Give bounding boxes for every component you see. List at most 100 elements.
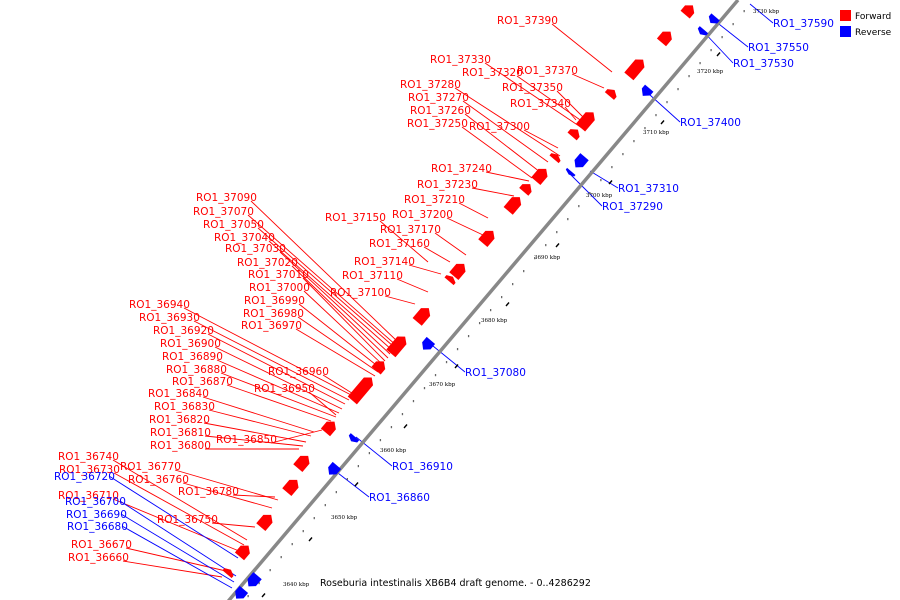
gene-label-reverse[interactable]: RO1_36700 [65, 496, 126, 508]
gene-label-forward[interactable]: RO1_37150 [325, 212, 386, 224]
axis-dot [478, 322, 481, 325]
gene-label-forward[interactable]: RO1_37010 [248, 269, 309, 281]
axis-dot [622, 153, 624, 156]
gene-label-forward[interactable]: RO1_36660 [68, 552, 129, 564]
gene-label-forward[interactable]: RO1_37140 [354, 256, 415, 268]
leader-line-forward [216, 359, 340, 414]
leader-line-forward [564, 106, 577, 121]
gene-label-reverse[interactable]: RO1_36690 [66, 509, 127, 521]
gene-label-forward[interactable]: RO1_37020 [237, 257, 298, 269]
gene-label-forward[interactable]: RO1_36970 [241, 320, 302, 332]
leader-line-forward [182, 482, 273, 509]
gene-label-forward[interactable]: RO1_36670 [71, 539, 132, 551]
leader-line-forward [308, 391, 337, 416]
leader-line-forward [250, 200, 399, 343]
leader-line-reverse [589, 170, 619, 189]
gene-label-forward[interactable]: RO1_37240 [431, 163, 492, 175]
axis-dot [732, 23, 734, 26]
forward-gene-arrow [656, 31, 672, 47]
gene-label-forward[interactable]: RO1_36870 [172, 376, 233, 388]
gene-label-forward[interactable]: RO1_37040 [214, 232, 275, 244]
gene-label-forward[interactable]: RO1_36760 [128, 474, 189, 486]
gene-label-reverse[interactable]: RO1_37290 [602, 201, 663, 213]
gene-label-forward[interactable]: RO1_36980 [243, 308, 304, 320]
gene-label-forward[interactable]: RO1_36820 [149, 414, 210, 426]
gene-label-forward[interactable]: RO1_36840 [148, 388, 209, 400]
gene-label-forward[interactable]: RO1_36710 [58, 490, 119, 502]
leader-line-forward [247, 214, 398, 347]
gene-label-forward[interactable]: RO1_36740 [58, 451, 119, 463]
gene-label-forward[interactable]: RO1_36800 [150, 440, 211, 452]
leader-line-forward [464, 113, 541, 173]
axis-dot [346, 478, 348, 481]
leader-line-forward [384, 295, 416, 305]
leader-line-forward [396, 278, 429, 293]
gene-label-forward[interactable]: RO1_37160 [369, 238, 430, 250]
gene-label-forward[interactable]: RO1_36880 [166, 364, 227, 376]
gene-label-reverse[interactable]: RO1_37310 [618, 183, 679, 195]
gene-label-reverse[interactable]: RO1_37530 [733, 58, 794, 70]
gene-label-forward[interactable]: RO1_37340 [510, 98, 571, 110]
gene-label-forward[interactable]: RO1_37110 [342, 270, 403, 282]
forward-gene-arrow [412, 308, 431, 326]
axis-dot [644, 127, 646, 130]
gene-label-forward[interactable]: RO1_36920 [153, 325, 214, 337]
gene-label-forward[interactable]: RO1_36990 [244, 295, 305, 307]
gene-label-reverse[interactable]: RO1_36720 [54, 471, 115, 483]
gene-label-forward[interactable]: RO1_36830 [154, 401, 215, 413]
axis-dot [280, 556, 282, 559]
forward-gene-arrow [293, 455, 310, 472]
gene-label-reverse[interactable]: RO1_36860 [369, 492, 430, 504]
gene-label-reverse[interactable]: RO1_37590 [773, 18, 834, 30]
gene-label-forward[interactable]: RO1_37270 [408, 92, 469, 104]
gene-label-forward[interactable]: RO1_36810 [150, 427, 211, 439]
gene-label-forward[interactable]: RO1_36780 [178, 486, 239, 498]
gene-label-forward[interactable]: RO1_37260 [410, 105, 471, 117]
axis-dot [655, 114, 657, 117]
gene-label-forward[interactable]: RO1_37320 [462, 67, 523, 79]
leader-line-forward [461, 126, 533, 179]
gene-label-forward[interactable]: RO1_37170 [380, 224, 441, 236]
gene-label-forward[interactable]: RO1_37280 [400, 79, 461, 91]
gene-label-forward[interactable]: RO1_36730 [59, 464, 120, 476]
gene-label-forward[interactable]: RO1_37090 [196, 192, 257, 204]
gene-label-forward[interactable]: RO1_37390 [497, 15, 558, 27]
reverse-gene-arrow [574, 153, 589, 168]
leader-line-forward [571, 73, 605, 89]
gene-label-forward[interactable]: RO1_36850 [216, 434, 277, 446]
gene-label-forward[interactable]: RO1_37050 [203, 219, 264, 231]
gene-label-forward[interactable]: RO1_36770 [120, 461, 181, 473]
gene-label-forward[interactable]: RO1_37210 [404, 194, 465, 206]
gene-label-forward[interactable]: RO1_37230 [417, 179, 478, 191]
gene-label-forward[interactable]: RO1_37100 [330, 287, 391, 299]
gene-label-forward[interactable]: RO1_37300 [469, 121, 530, 133]
gene-label-forward[interactable]: RO1_36890 [162, 351, 223, 363]
gene-label-forward[interactable]: RO1_36930 [139, 312, 200, 324]
gene-label-reverse[interactable]: RO1_36680 [67, 521, 128, 533]
gene-label-reverse[interactable]: RO1_37080 [465, 367, 526, 379]
gene-label-forward[interactable]: RO1_37070 [193, 206, 254, 218]
gene-label-forward[interactable]: RO1_37000 [249, 282, 310, 294]
legend-swatch [840, 10, 851, 21]
leader-line-forward [303, 290, 384, 366]
gene-label-forward[interactable]: RO1_36960 [268, 366, 329, 378]
axis-dot [589, 192, 591, 195]
gene-label-forward[interactable]: RO1_37200 [392, 209, 453, 221]
gene-label-forward[interactable]: RO1_36900 [160, 338, 221, 350]
gene-label-forward[interactable]: RO1_37370 [517, 65, 578, 77]
gene-label-forward[interactable]: RO1_37030 [225, 243, 286, 255]
axis-tick-label: 3640 kbp [283, 582, 310, 588]
forward-gene-arrow [222, 568, 234, 579]
leader-line-forward [174, 469, 279, 501]
gene-label-reverse[interactable]: RO1_36910 [392, 461, 453, 473]
gene-label-forward[interactable]: RO1_37350 [502, 82, 563, 94]
gene-label-reverse[interactable]: RO1_37400 [680, 117, 741, 129]
gene-label-forward[interactable]: RO1_36750 [157, 514, 218, 526]
gene-label-forward[interactable]: RO1_37250 [407, 118, 468, 130]
gene-label-forward[interactable]: RO1_37330 [430, 54, 491, 66]
gene-label-reverse[interactable]: RO1_37550 [748, 42, 809, 54]
gene-label-forward[interactable]: RO1_36950 [254, 383, 315, 395]
gene-label-forward[interactable]: RO1_36940 [129, 299, 190, 311]
